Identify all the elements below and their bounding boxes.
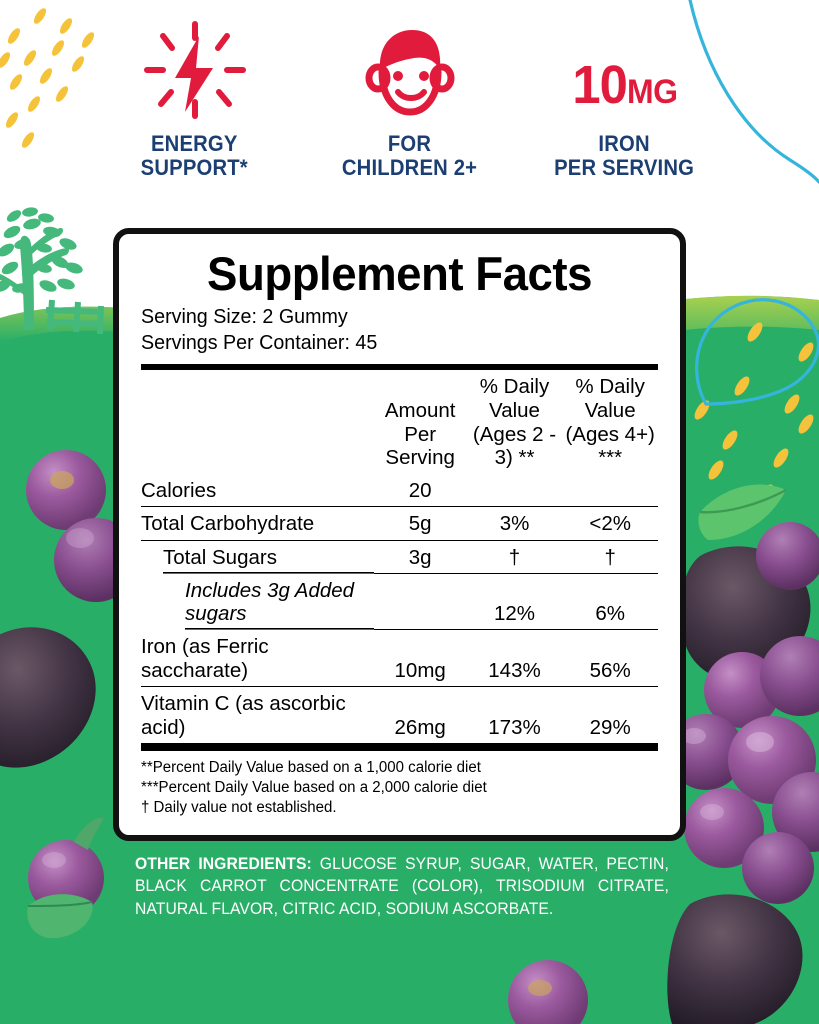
row-amount: 3g bbox=[373, 540, 467, 575]
row-amount bbox=[373, 573, 467, 631]
header-amount-per-serving: Amount Per Serving bbox=[384, 398, 456, 470]
badge-children-label: FOR CHILDREN 2+ bbox=[341, 131, 478, 180]
grape-bottom-center bbox=[508, 960, 588, 1024]
row-nutrient-name: Includes 3g Added sugars bbox=[141, 573, 374, 630]
header-nutrient bbox=[141, 370, 374, 473]
supplement-facts-table: Amount Per Serving % Daily Value (Ages 2 -… bbox=[141, 370, 658, 745]
energy-bolt-icon bbox=[141, 18, 249, 128]
row-nutrient-name: Total Sugars bbox=[141, 540, 374, 574]
footnote-1: **Percent Daily Value based on a 1,000 c… bbox=[141, 759, 481, 777]
footnote-3: † Daily value not established. bbox=[141, 798, 337, 816]
header-dv-ages-2-3: % Daily Value (Ages 2 - 3) ** bbox=[472, 375, 557, 470]
row-dv-ages-4plus: 6% bbox=[562, 573, 658, 631]
gummy-piece-left bbox=[0, 627, 96, 768]
iron-amount-unit: MG bbox=[626, 73, 678, 111]
child-face-icon bbox=[356, 18, 464, 128]
supplement-facts-card: Supplement Facts Serving Size: 2 Gummy S… bbox=[113, 228, 686, 841]
iron-amount-value: 10 bbox=[571, 55, 628, 115]
divider-heavy-bottom bbox=[141, 744, 658, 752]
table-row: Calories 20 bbox=[141, 473, 658, 508]
servings-per-container: Servings Per Container: 45 bbox=[141, 331, 378, 355]
row-amount: 20 bbox=[373, 473, 467, 508]
table-row: Vitamin C (as ascorbic acid) 26mg 173% 29% bbox=[141, 686, 658, 745]
header-dv-ages-4plus: % Daily Value (Ages 4+) *** bbox=[565, 375, 655, 470]
row-dv-ages-4plus: 29% bbox=[562, 686, 658, 745]
other-ingredients-heading: OTHER INGREDIENTS: bbox=[135, 855, 312, 873]
row-amount: 26mg bbox=[373, 686, 467, 745]
page-title: Supplement Facts bbox=[207, 247, 592, 300]
leaf-right bbox=[698, 484, 787, 540]
row-dv-ages-4plus: 56% bbox=[562, 629, 658, 688]
row-dv-ages-2-3: 3% bbox=[466, 506, 563, 541]
row-dv-ages-2-3: 12% bbox=[466, 573, 563, 631]
tree-illustration bbox=[0, 207, 83, 330]
row-dv-ages-4plus: † bbox=[562, 540, 658, 575]
grape-lower-left bbox=[27, 817, 104, 939]
row-nutrient-name: Total Carbohydrate bbox=[141, 506, 374, 541]
gummy-piece-right-bottom bbox=[667, 894, 803, 1024]
iron-amount-text: 10 MG bbox=[571, 18, 678, 128]
cyan-curve-lines bbox=[688, 0, 819, 406]
yellow-dashes-topleft bbox=[0, 8, 95, 148]
table-row: Iron (as Ferric saccharate) 10mg 143% 56% bbox=[141, 629, 658, 688]
table-row: Total Carbohydrate 5g 3% <2% bbox=[141, 506, 658, 541]
other-ingredients-block: OTHER INGREDIENTS: GLUCOSE SYRUP, SUGAR,… bbox=[135, 853, 669, 920]
row-nutrient-name: Calories bbox=[141, 473, 374, 508]
divider-thick-top bbox=[141, 364, 658, 371]
badge-for-children: FOR CHILDREN 2+ bbox=[302, 18, 517, 179]
table-row: Total Sugars 3g † † bbox=[141, 540, 658, 575]
row-dv-ages-2-3: † bbox=[466, 540, 563, 575]
row-dv-ages-4plus bbox=[562, 473, 658, 508]
row-dv-ages-2-3 bbox=[466, 473, 563, 508]
row-nutrient-name: Iron (as Ferric saccharate) bbox=[141, 629, 374, 688]
row-amount: 5g bbox=[373, 506, 467, 541]
table-row: Includes 3g Added sugars 12% 6% bbox=[141, 573, 658, 631]
grape-cluster-right bbox=[668, 522, 819, 904]
table-header-row: Amount Per Serving % Daily Value (Ages 2 -… bbox=[141, 370, 658, 473]
serving-size: Serving Size: 2 Gummy bbox=[141, 304, 348, 328]
fence-illustration bbox=[45, 299, 104, 335]
row-amount: 10mg bbox=[373, 629, 467, 688]
badge-iron-per-serving: 10 MG IRON PER SERVING bbox=[517, 18, 732, 179]
badge-iron-label: IRON PER SERVING bbox=[554, 131, 695, 180]
row-dv-ages-2-3: 173% bbox=[466, 686, 563, 745]
footnotes-block: **Percent Daily Value based on a 1,000 c… bbox=[141, 758, 642, 817]
badge-energy-support: ENERGY SUPPORT* bbox=[87, 18, 302, 179]
badge-energy-label: ENERGY SUPPORT* bbox=[140, 131, 249, 180]
row-dv-ages-4plus: <2% bbox=[562, 506, 658, 541]
row-dv-ages-2-3: 143% bbox=[466, 629, 563, 688]
row-nutrient-name: Vitamin C (as ascorbic acid) bbox=[141, 686, 374, 745]
footnote-2: ***Percent Daily Value based on a 2,000 … bbox=[141, 778, 487, 796]
other-ingredients-text: GLUCOSE SYRUP, SUGAR, WATER, PECTIN, BLA… bbox=[135, 855, 669, 918]
benefit-badges-row: ENERGY SUPPORT* bbox=[0, 18, 819, 198]
